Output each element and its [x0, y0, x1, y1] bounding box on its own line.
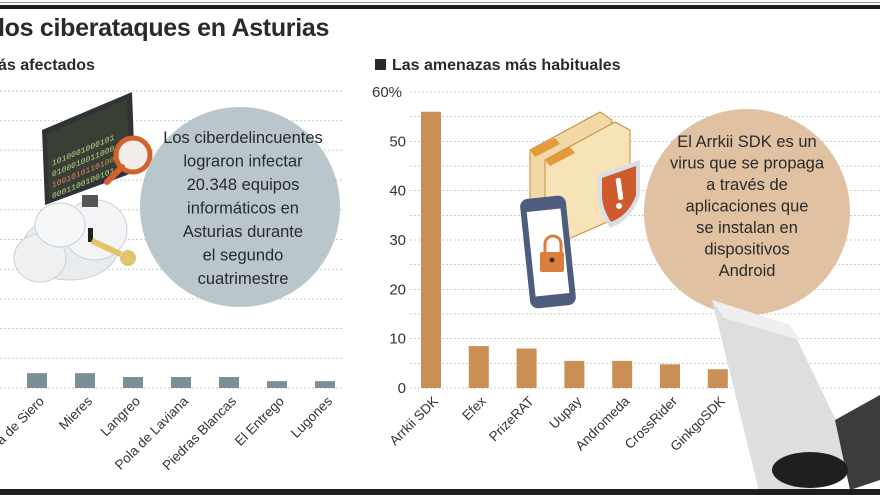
right-bar: [707, 369, 728, 388]
right-y-tick-label: 0: [398, 380, 406, 397]
keyhole-icon: [88, 228, 93, 242]
left-callout-line: lograron infectar: [183, 153, 303, 171]
right-callout-line: El Arrkii SDK es un: [677, 133, 816, 151]
right-callout-bubble: [644, 109, 850, 315]
mobile-security-illustration: [520, 111, 640, 309]
left-callout-line: 20.348 equipos: [187, 176, 300, 194]
right-callout-line: aplicaciones que: [686, 198, 809, 216]
computer-security-illustration: 1010001000101 0100010011000 100101011010…: [13, 92, 153, 283]
right-callout-text: El Arrkii SDK es un virus que se propaga a…: [670, 133, 825, 280]
left-category-label: Mieres: [56, 393, 95, 432]
right-category-label: Uupay: [546, 393, 584, 431]
monitor-stand: [82, 195, 98, 207]
right-y-tick-label: 20: [389, 281, 406, 298]
cloud-icon: [13, 199, 128, 283]
right-category-label: Arrkii SDK: [386, 394, 441, 449]
right-chart-title: Las amenazas más habituales: [375, 57, 621, 75]
left-callout-line: Los ciberdelincuentes: [163, 129, 323, 147]
left-bar: [75, 373, 95, 388]
smartphone-icon: [520, 195, 576, 309]
warning-shield-icon: [598, 160, 640, 228]
left-callout-line: Asturias durante: [183, 223, 303, 241]
left-category-label: El Entrego: [232, 394, 287, 449]
left-bar: [219, 377, 239, 388]
left-bar: [27, 373, 47, 388]
laptop-hacker-photo: [712, 300, 880, 495]
magnifier-icon: [104, 135, 153, 185]
right-callout-line: dispositivos: [704, 241, 789, 259]
right-bar: [564, 360, 585, 388]
left-callout-line: informáticos en: [187, 200, 299, 218]
right-bar: [660, 364, 680, 388]
left-category-label: a de Siero: [0, 394, 47, 448]
left-bar: [171, 377, 191, 388]
right-callout-line: a través de: [706, 176, 788, 194]
right-bar: [468, 346, 489, 388]
left-chart-title: ás afectados: [0, 57, 95, 74]
left-category-label: Langreo: [97, 394, 143, 440]
right-chart-title-text: Las amenazas más habituales: [392, 57, 621, 74]
left-bar: [267, 381, 287, 388]
left-callout-line: cuatrimestre: [198, 270, 289, 288]
right-callout-line: se instalan en: [696, 219, 798, 237]
right-callout-line: virus que se propaga: [670, 155, 825, 173]
right-chart-y-ticks: 0 10 20 30 40 50 60%: [372, 84, 406, 397]
square-bullet-icon: [375, 59, 386, 70]
key-icon: [90, 238, 136, 266]
padlock-icon: [540, 234, 564, 272]
right-category-label: Efex: [459, 393, 489, 423]
right-y-tick-label: 30: [389, 232, 406, 249]
right-y-tick-label: 40: [389, 183, 406, 200]
left-chart-bars: [27, 373, 335, 388]
right-callout-line: Android: [719, 262, 776, 280]
right-bar: [612, 360, 633, 388]
top-rule-thick: [0, 5, 880, 9]
left-bar: [123, 377, 143, 388]
page-title: los ciberataques en Asturias: [0, 14, 330, 42]
left-bar: [315, 381, 335, 388]
top-rule-thin: [0, 2, 880, 3]
right-chart-bars: [421, 111, 728, 388]
right-y-tick-label: 60%: [372, 84, 402, 101]
left-category-label: Lugones: [288, 393, 335, 440]
right-y-tick-label: 50: [389, 133, 406, 150]
left-callout-text: Los ciberdelincuentes lograron infectar 20…: [163, 129, 323, 288]
right-bar: [516, 348, 537, 388]
right-bar: [421, 111, 441, 388]
bottom-rule: [0, 489, 880, 495]
gloved-hand: [772, 452, 848, 488]
left-callout-line: el segundo: [203, 247, 284, 265]
right-y-tick-label: 10: [389, 331, 406, 348]
left-callout-bubble: [140, 107, 340, 307]
right-category-label: PrizeRAT: [486, 394, 537, 445]
